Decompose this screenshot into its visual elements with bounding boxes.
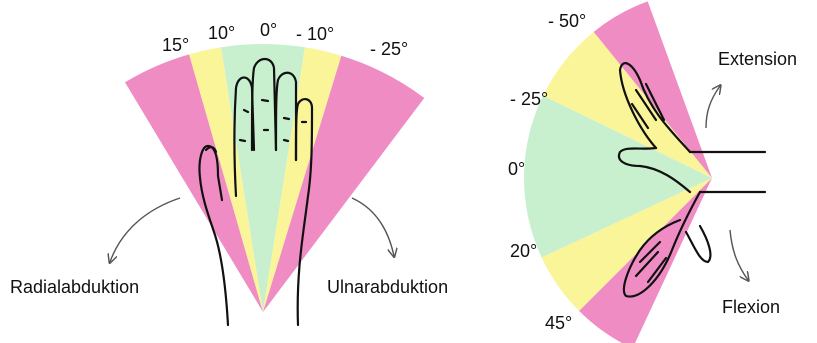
angle-label: 0° — [508, 159, 525, 179]
motion-label: Ulnarabduktion — [327, 277, 448, 297]
angle-label: 15° — [162, 35, 189, 55]
angle-label: 10° — [208, 23, 235, 43]
angle-label: - 25° — [370, 39, 408, 59]
motion-label: Flexion — [722, 297, 780, 317]
angle-label: 45° — [545, 313, 572, 333]
diagram: 15° 10° 0° - 10° - 25° Radialabduktion U… — [0, 0, 817, 343]
angle-label: 0° — [260, 20, 277, 40]
angle-label: - 25° — [510, 89, 548, 109]
motion-label: Extension — [718, 49, 797, 69]
angle-label: - 50° — [548, 11, 586, 31]
angle-label: - 10° — [296, 24, 334, 44]
angle-label: 20° — [510, 241, 537, 261]
motion-label: Radialabduktion — [10, 277, 139, 297]
